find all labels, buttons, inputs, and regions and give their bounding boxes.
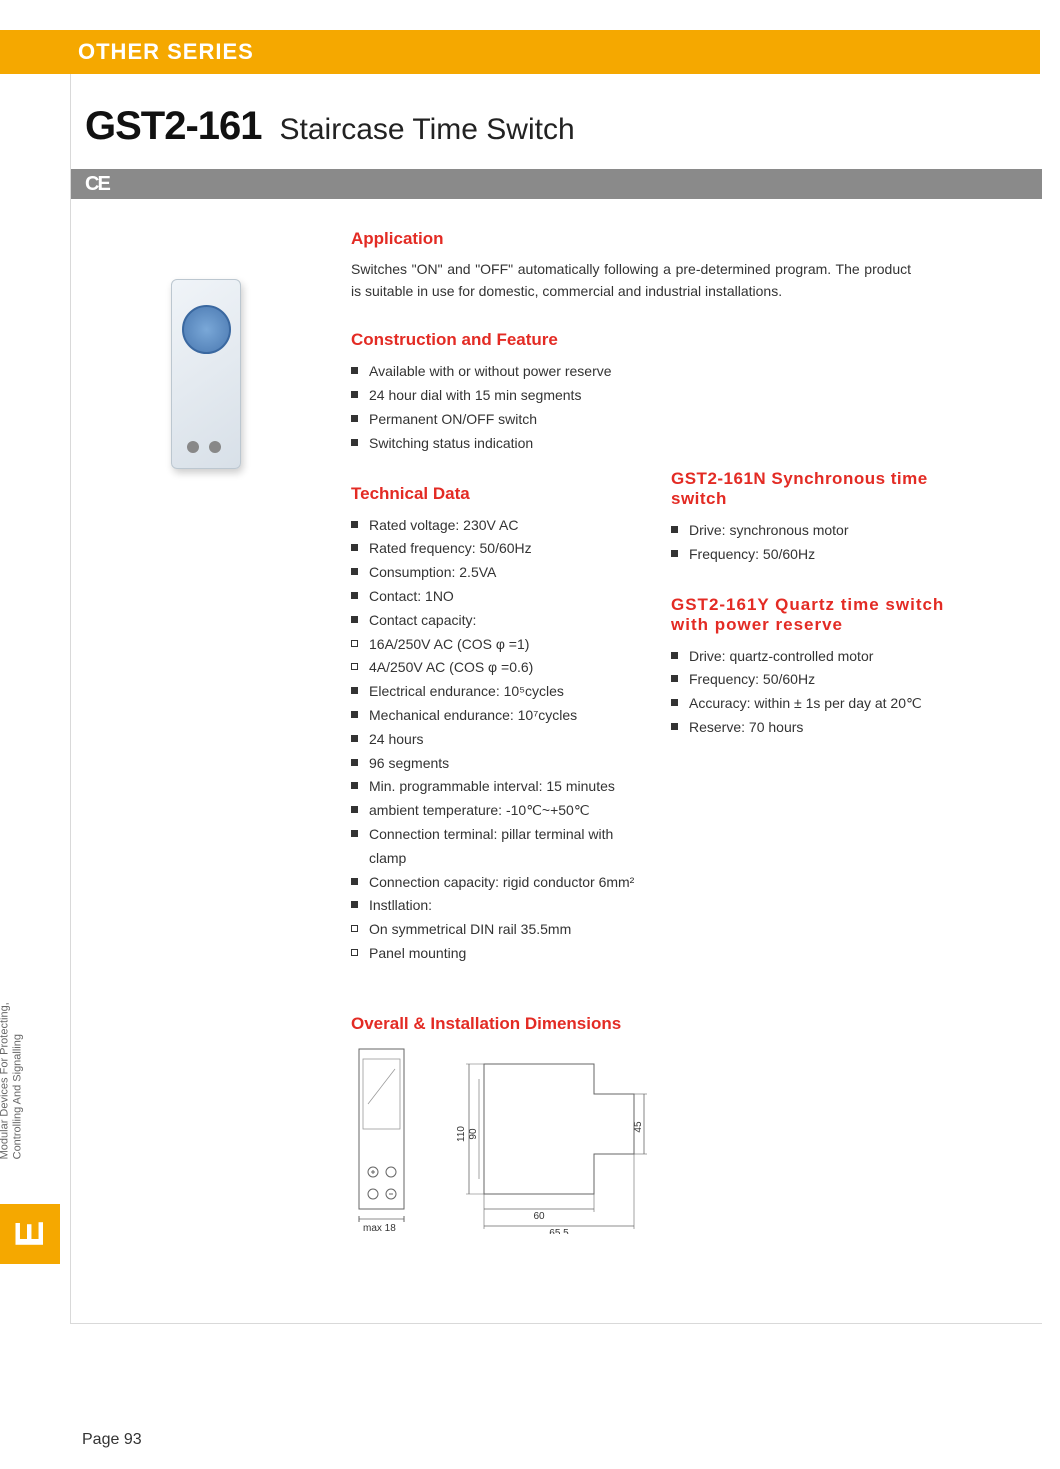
svg-text:90: 90	[468, 1128, 479, 1140]
svg-text:110: 110	[456, 1125, 467, 1141]
list-item: 24 hours	[351, 728, 651, 752]
page-number: Page 93	[82, 1431, 142, 1449]
svg-text:60: 60	[533, 1211, 545, 1222]
technical-data-list: Rated voltage: 230V ACRated frequency: 5…	[351, 514, 651, 966]
list-item: Connection capacity: rigid conductor 6mm…	[351, 871, 651, 895]
content-frame: GST2-161 Staircase Time Switch CE Applic…	[70, 74, 1042, 1324]
section-banner: OTHER SERIES	[0, 30, 1040, 74]
construction-list: Available with or without power reserve2…	[351, 360, 651, 455]
ce-mark-text: CE	[85, 173, 109, 196]
list-item: Available with or without power reserve	[351, 360, 651, 384]
list-item: 24 hour dial with 15 min segments	[351, 384, 651, 408]
variant-n-list: Drive: synchronous motorFrequency: 50/60…	[671, 519, 971, 567]
technical-heading: Technical Data	[351, 484, 651, 504]
list-item: Drive: quartz-controlled motor	[671, 645, 971, 669]
list-item: Consumption: 2.5VA	[351, 561, 651, 585]
list-item: Accuracy: within ± 1s per day at 20℃	[671, 692, 971, 716]
list-item: Electrical endurance: 10⁵cycles	[351, 680, 651, 704]
list-item: Panel mounting	[351, 942, 651, 966]
product-subtitle: Staircase Time Switch	[280, 113, 575, 147]
list-item: Permanent ON/OFF switch	[351, 408, 651, 432]
model-code: GST2-161	[85, 104, 262, 149]
ce-marking-bar: CE	[71, 169, 1042, 199]
list-item: 16A/250V AC (COS φ =1)	[351, 633, 651, 657]
side-label-text: Modular Devices For Protecting,Controlli…	[0, 1002, 25, 1159]
dim-max-width: max 18	[363, 1223, 396, 1234]
section-letter-tab: E	[0, 1204, 60, 1264]
product-illustration	[171, 279, 261, 479]
list-item: On symmetrical DIN rail 35.5mm	[351, 918, 651, 942]
list-item: Connection terminal: pillar terminal wit…	[351, 823, 651, 871]
banner-title: OTHER SERIES	[78, 30, 254, 74]
application-heading: Application	[351, 229, 651, 249]
list-item: Contact: 1NO	[351, 585, 651, 609]
dimensions-heading: Overall & Installation Dimensions	[351, 1014, 651, 1034]
product-image-column	[71, 229, 351, 1234]
list-item: Switching status indication	[351, 432, 651, 456]
main-specs-column: Application Switches "ON" and "OFF" auto…	[351, 229, 671, 1234]
list-item: Reserve: 70 hours	[671, 716, 971, 740]
side-view-diagram: 110 90 45 60 65.5	[444, 1044, 651, 1234]
list-item: ambient temperature: -10℃~+50℃	[351, 799, 651, 823]
variants-column: GST2-161N Synchronous time switch Drive:…	[671, 229, 971, 1234]
front-view-diagram: max 18	[351, 1044, 414, 1234]
list-item: Min. programmable interval: 15 minutes	[351, 775, 651, 799]
list-item: Instllation:	[351, 894, 651, 918]
construction-heading: Construction and Feature	[351, 330, 651, 350]
svg-text:65.5: 65.5	[549, 1228, 569, 1234]
list-item: Rated voltage: 230V AC	[351, 514, 651, 538]
side-category-label: Modular Devices For Protecting,Controlli…	[0, 1002, 25, 1159]
variant-y-heading: GST2-161Y Quartz time switch with power …	[671, 595, 971, 635]
list-item: Mechanical endurance: 10⁷cycles	[351, 704, 651, 728]
title-row: GST2-161 Staircase Time Switch	[71, 74, 1042, 169]
list-item: 4A/250V AC (COS φ =0.6)	[351, 656, 651, 680]
list-item: Frequency: 50/60Hz	[671, 543, 971, 567]
variant-n-heading: GST2-161N Synchronous time switch	[671, 469, 971, 509]
dimensions-diagram: max 18 110 90	[351, 1044, 651, 1234]
variant-y-list: Drive: quartz-controlled motorFrequency:…	[671, 645, 971, 740]
list-item: Rated frequency: 50/60Hz	[351, 537, 651, 561]
list-item: Drive: synchronous motor	[671, 519, 971, 543]
list-item: Contact capacity:	[351, 609, 651, 633]
list-item: 96 segments	[351, 752, 651, 776]
svg-text:45: 45	[633, 1121, 644, 1133]
list-item: Frequency: 50/60Hz	[671, 668, 971, 692]
